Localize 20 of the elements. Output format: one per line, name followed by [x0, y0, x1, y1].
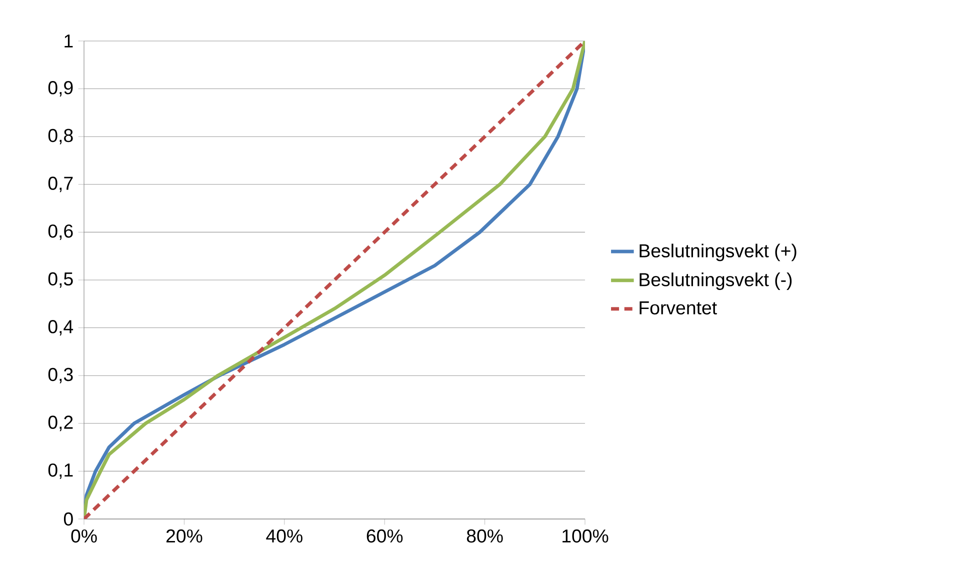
x-tick-label: 60%	[366, 529, 403, 543]
y-tick-label: 0,9	[48, 81, 73, 96]
legend-label: Beslutningsvekt (-)	[640, 272, 792, 290]
y-tick-label: 0,1	[48, 463, 73, 479]
y-tick-label: 0,7	[48, 176, 73, 192]
y-tick-label: 0,4	[48, 320, 74, 336]
x-tick-label: 100%	[562, 529, 608, 543]
y-tick-label: 1	[64, 34, 73, 48]
legend-label: Forventet	[640, 301, 717, 314]
y-tick-label: 0	[64, 512, 73, 526]
x-tick-label: 80%	[466, 529, 503, 543]
y-tick-label: 0,5	[48, 272, 73, 288]
x-tick-label: 20%	[166, 529, 202, 543]
x-tick-label: 0%	[71, 529, 97, 543]
legend-label: Beslutningsvekt (+)	[640, 244, 796, 262]
x-tick-label: 40%	[266, 529, 302, 543]
y-tick-label: 0,6	[48, 224, 73, 240]
y-tick-label: 0,2	[48, 416, 73, 432]
y-tick-label: 0,3	[48, 368, 73, 384]
y-tick-label: 0,8	[48, 128, 73, 144]
